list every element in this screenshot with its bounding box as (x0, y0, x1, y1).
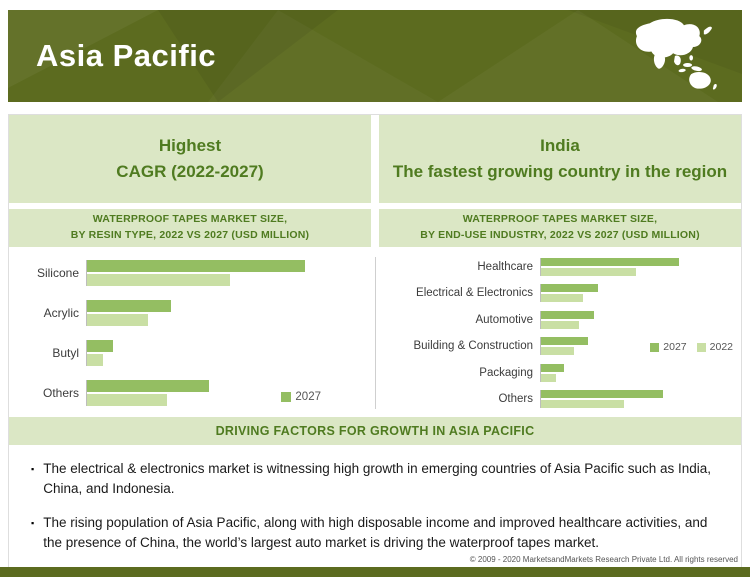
chart-row: Packaging (385, 361, 735, 385)
legend-label: 2027 (295, 391, 321, 403)
category-label: Building & Construction (413, 340, 533, 353)
chart-title-right-line2: BY END-USE INDUSTRY, 2022 VS 2027 (USD M… (420, 229, 700, 241)
bar-2022 (87, 354, 104, 366)
category-label: Silicone (36, 266, 79, 280)
bar-group (86, 260, 365, 286)
highlight-right-line1: India (540, 135, 580, 155)
bar-2027 (541, 363, 564, 372)
driving-factors-header: DRIVING FACTORS FOR GROWTH IN ASIA PACIF… (9, 417, 741, 445)
chart-resin-type: Silicone Acrylic Butyl Others 2027 (9, 247, 371, 417)
category-label: Electrical & Electronics (416, 287, 533, 300)
bullet-item: ▪ The rising population of Asia Pacific,… (31, 513, 719, 554)
chart-end-use-industry: Healthcare Electrical & Electronics Automo… (379, 247, 741, 417)
bar-2027 (541, 258, 679, 266)
bar-group (86, 340, 365, 366)
chart-title-left: WATERPROOF TAPES MARKET SIZE, BY RESIN T… (9, 209, 371, 247)
category-label: Healthcare (477, 261, 533, 273)
chart-row: Acrylic (15, 295, 365, 331)
category-label: Butyl (52, 346, 79, 360)
bar-group (540, 310, 735, 329)
category-label: Automotive (475, 313, 533, 326)
bar-group (540, 284, 735, 303)
bullet-marker-icon: ▪ (31, 464, 35, 474)
chart-title-right: WATERPROOF TAPES MARKET SIZE, BY END-USE… (379, 209, 741, 247)
category-label: Packaging (479, 366, 533, 379)
chart-row: Others (15, 375, 365, 411)
bar-2027 (541, 389, 663, 398)
highlight-row: Highest CAGR (2022-2027) WATERPROOF TAPE… (9, 115, 741, 247)
chart-row: Silicone (15, 255, 365, 291)
highlight-right-line2: The fastest growing country in the regio… (392, 162, 728, 181)
bar-2022 (541, 347, 574, 356)
header-pattern (8, 10, 742, 102)
chart-row: Building & Construction (385, 334, 735, 358)
bullet-text: The rising population of Asia Pacific, a… (43, 514, 708, 550)
chart-row: Healthcare (385, 255, 735, 279)
bar-2027 (87, 260, 305, 272)
bar-2027 (541, 284, 598, 293)
category-label: Others (498, 392, 533, 405)
page-title: Asia Pacific (36, 38, 217, 73)
driving-factors-list: ▪ The electrical & electronics market is… (9, 445, 741, 576)
legend-label: 2027 (663, 341, 687, 353)
bullet-marker-icon: ▪ (31, 517, 35, 528)
bar-group (86, 300, 365, 326)
bar-2027 (541, 310, 594, 319)
legend-item: 2027 (281, 391, 321, 403)
bar-2027 (87, 340, 113, 352)
copyright-text: © 2009 - 2020 MarketsandMarkets Research… (469, 555, 738, 564)
bar-group (540, 389, 735, 408)
bar-2022 (87, 274, 230, 286)
highlight-left-line1: Highest (158, 135, 222, 155)
bar-group (86, 380, 365, 406)
bar-group (540, 258, 735, 276)
bar-2027 (87, 380, 209, 392)
bar-group (540, 337, 735, 356)
category-label: Acrylic (43, 306, 79, 320)
chart-row: Others (385, 387, 735, 411)
bar-2022 (541, 373, 556, 382)
legend-item: 2027 (650, 341, 687, 353)
bar-2022 (541, 320, 579, 329)
bar-2022 (87, 394, 167, 406)
highlight-left: Highest CAGR (2022-2027) (9, 115, 371, 203)
highlight-right: India The fastest growing country in the… (379, 115, 741, 203)
legend-label: 2022 (709, 341, 733, 353)
charts-row: Silicone Acrylic Butyl Others 2027 Healthca… (9, 247, 741, 417)
bar-2022 (541, 294, 583, 303)
chart-row: Butyl (15, 335, 365, 371)
chart-legend: 2027 (281, 391, 321, 403)
bar-2027 (541, 337, 588, 346)
chart-title-right-line1: WATERPROOF TAPES MARKET SIZE, (462, 213, 658, 226)
content-area: Highest CAGR (2022-2027) WATERPROOF TAPE… (8, 114, 742, 577)
bar-2027 (87, 300, 172, 312)
chart-row: Automotive (385, 308, 735, 332)
chart-title-left-line2: BY RESIN TYPE, 2022 VS 2027 (USD MILLION… (70, 229, 310, 241)
legend-swatch (281, 392, 292, 402)
bullet-text: The electrical & electronics market is w… (43, 461, 712, 497)
chart-title-left-line1: WATERPROOF TAPES MARKET SIZE, (92, 213, 288, 226)
chart-rows: Silicone Acrylic Butyl Others (15, 255, 365, 411)
legend-swatch (650, 342, 660, 352)
asia-pacific-map-icon (635, 18, 717, 90)
bar-2022 (541, 399, 624, 408)
chart-rows: Healthcare Electrical & Electronics Automo… (385, 255, 735, 411)
footer-bar (0, 567, 750, 577)
bar-group (540, 363, 735, 382)
highlight-left-line2: CAGR (2022-2027) (116, 162, 264, 181)
category-label: Others (42, 386, 79, 400)
chart-row: Electrical & Electronics (385, 281, 735, 305)
header-banner: Asia Pacific (8, 10, 742, 102)
bullet-item: ▪ The electrical & electronics market is… (31, 459, 719, 500)
legend-swatch (696, 342, 706, 352)
chart-legend: 2027 2022 (650, 341, 733, 353)
legend-item: 2022 (696, 341, 733, 353)
bar-2022 (87, 314, 148, 326)
chart-divider (375, 257, 376, 409)
bar-2022 (541, 268, 636, 276)
